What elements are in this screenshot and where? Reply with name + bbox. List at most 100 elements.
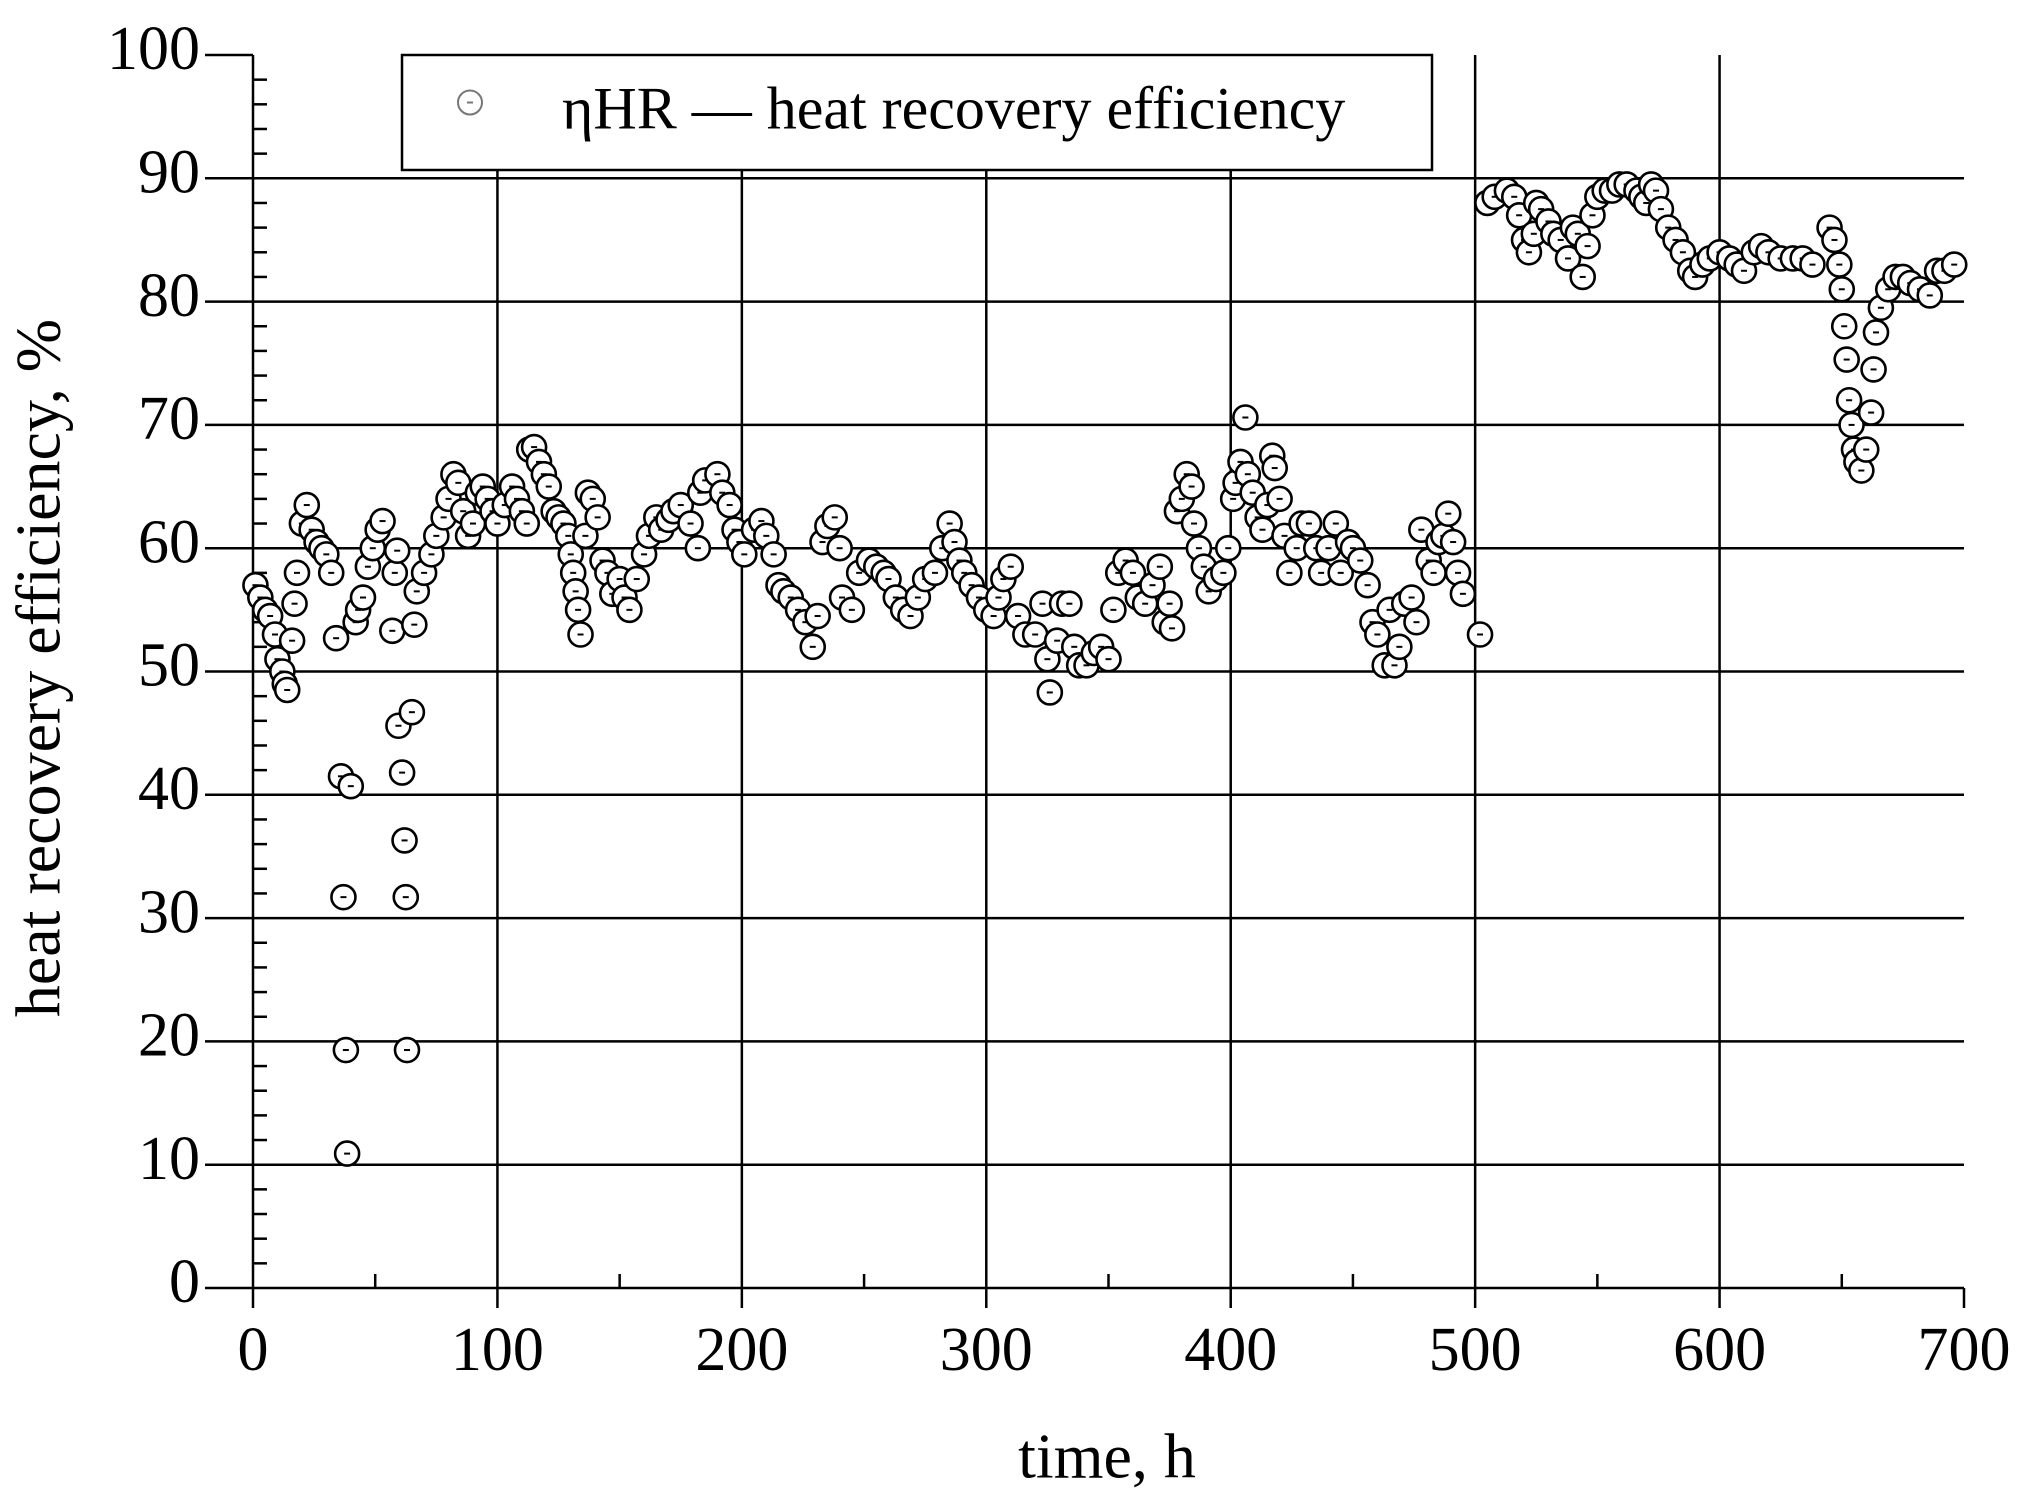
data-point [332,1036,360,1064]
data-point [1261,454,1289,482]
data-point [1029,590,1056,617]
data-point [804,602,831,630]
y-axis-title: heat recovery efficiency, % [3,319,74,1017]
data-point [1056,590,1083,617]
y-tick-label: 80 [138,262,200,330]
data-point [401,611,428,638]
data-point [1852,436,1880,463]
legend-label: ηHR — heat recovery efficiency [562,75,1345,141]
data-point [1307,559,1335,587]
data-point [1828,275,1856,303]
data-point [1860,356,1887,383]
data-point [677,510,704,537]
data-point [1835,386,1863,414]
data-point [383,537,411,564]
data-point [997,553,1025,580]
data-point [799,633,827,661]
data-point [1249,516,1276,544]
data-point [1036,679,1064,706]
legend-box [400,53,1434,172]
data-point [1346,547,1374,574]
y-tick-label: 50 [138,632,200,700]
data-point [1826,251,1853,278]
data-point [1295,510,1323,537]
data-point [388,759,416,786]
y-tick-label: 90 [138,139,200,207]
data-point [1398,584,1425,611]
data-point [381,559,409,587]
data-point [616,596,643,624]
y-tick-label: 40 [138,755,200,823]
x-tick-label: 500 [1429,1316,1522,1384]
x-tick-label: 100 [451,1316,544,1384]
data-point [921,559,949,587]
x-axis-title: time, h [1018,1421,1196,1492]
data-point [684,534,712,562]
x-tick-label: 700 [1918,1316,2011,1384]
data-point [1276,559,1303,587]
data-point [283,559,311,587]
data-point [1833,346,1860,373]
data-point [278,627,306,654]
data-point [1354,571,1381,599]
data-point [1210,559,1237,587]
data-point [1100,596,1127,624]
data-point [1146,553,1174,580]
data-point [293,491,321,519]
data-point [1821,226,1848,254]
data-point [535,473,563,500]
data-point [1156,590,1183,617]
data-point [821,504,849,531]
data-point [349,584,377,611]
data-point [379,617,406,645]
data-point [1364,621,1391,648]
data-point [281,590,308,617]
x-tick-label: 200 [695,1316,788,1384]
data-point [1403,608,1430,636]
data-point [1021,621,1049,648]
data-point [1327,559,1355,587]
data-point [322,624,350,652]
y-tick-label: 70 [138,385,200,453]
data-point [513,510,541,537]
x-tick-label: 300 [940,1316,1033,1384]
data-point [445,469,472,497]
y-tick-label: 10 [138,1125,200,1193]
data-point [398,698,426,726]
data-point [273,676,301,704]
data-point [393,1036,421,1064]
data-point [333,1140,361,1167]
y-tick-label: 20 [138,1002,200,1070]
data-point [1232,404,1259,431]
data-point [330,883,357,911]
data-point [1830,312,1858,340]
x-tick-label: 0 [238,1316,269,1384]
data-point [1180,510,1208,537]
data-point [1574,232,1601,260]
y-tick-label: 0 [169,1248,200,1316]
data-point [1554,245,1582,272]
data-point [838,596,866,624]
data-point [623,565,651,593]
data-point [564,596,592,624]
data-point [337,772,365,800]
y-tick-label: 60 [138,508,200,576]
data-point [1439,528,1467,556]
y-tick-label: 100 [107,15,200,83]
data-point [1862,319,1890,346]
y-tick-label: 30 [138,878,200,946]
data-point [731,541,758,568]
data-point [391,827,418,854]
data-point [1449,580,1477,608]
data-point [1569,263,1596,291]
data-point [760,541,787,568]
data-point [1386,633,1413,661]
data-point [1178,473,1205,500]
data-point [369,507,396,535]
data-point [567,621,594,648]
data-point [1857,399,1885,426]
x-tick-label: 400 [1184,1316,1277,1384]
data-point [1434,500,1462,527]
